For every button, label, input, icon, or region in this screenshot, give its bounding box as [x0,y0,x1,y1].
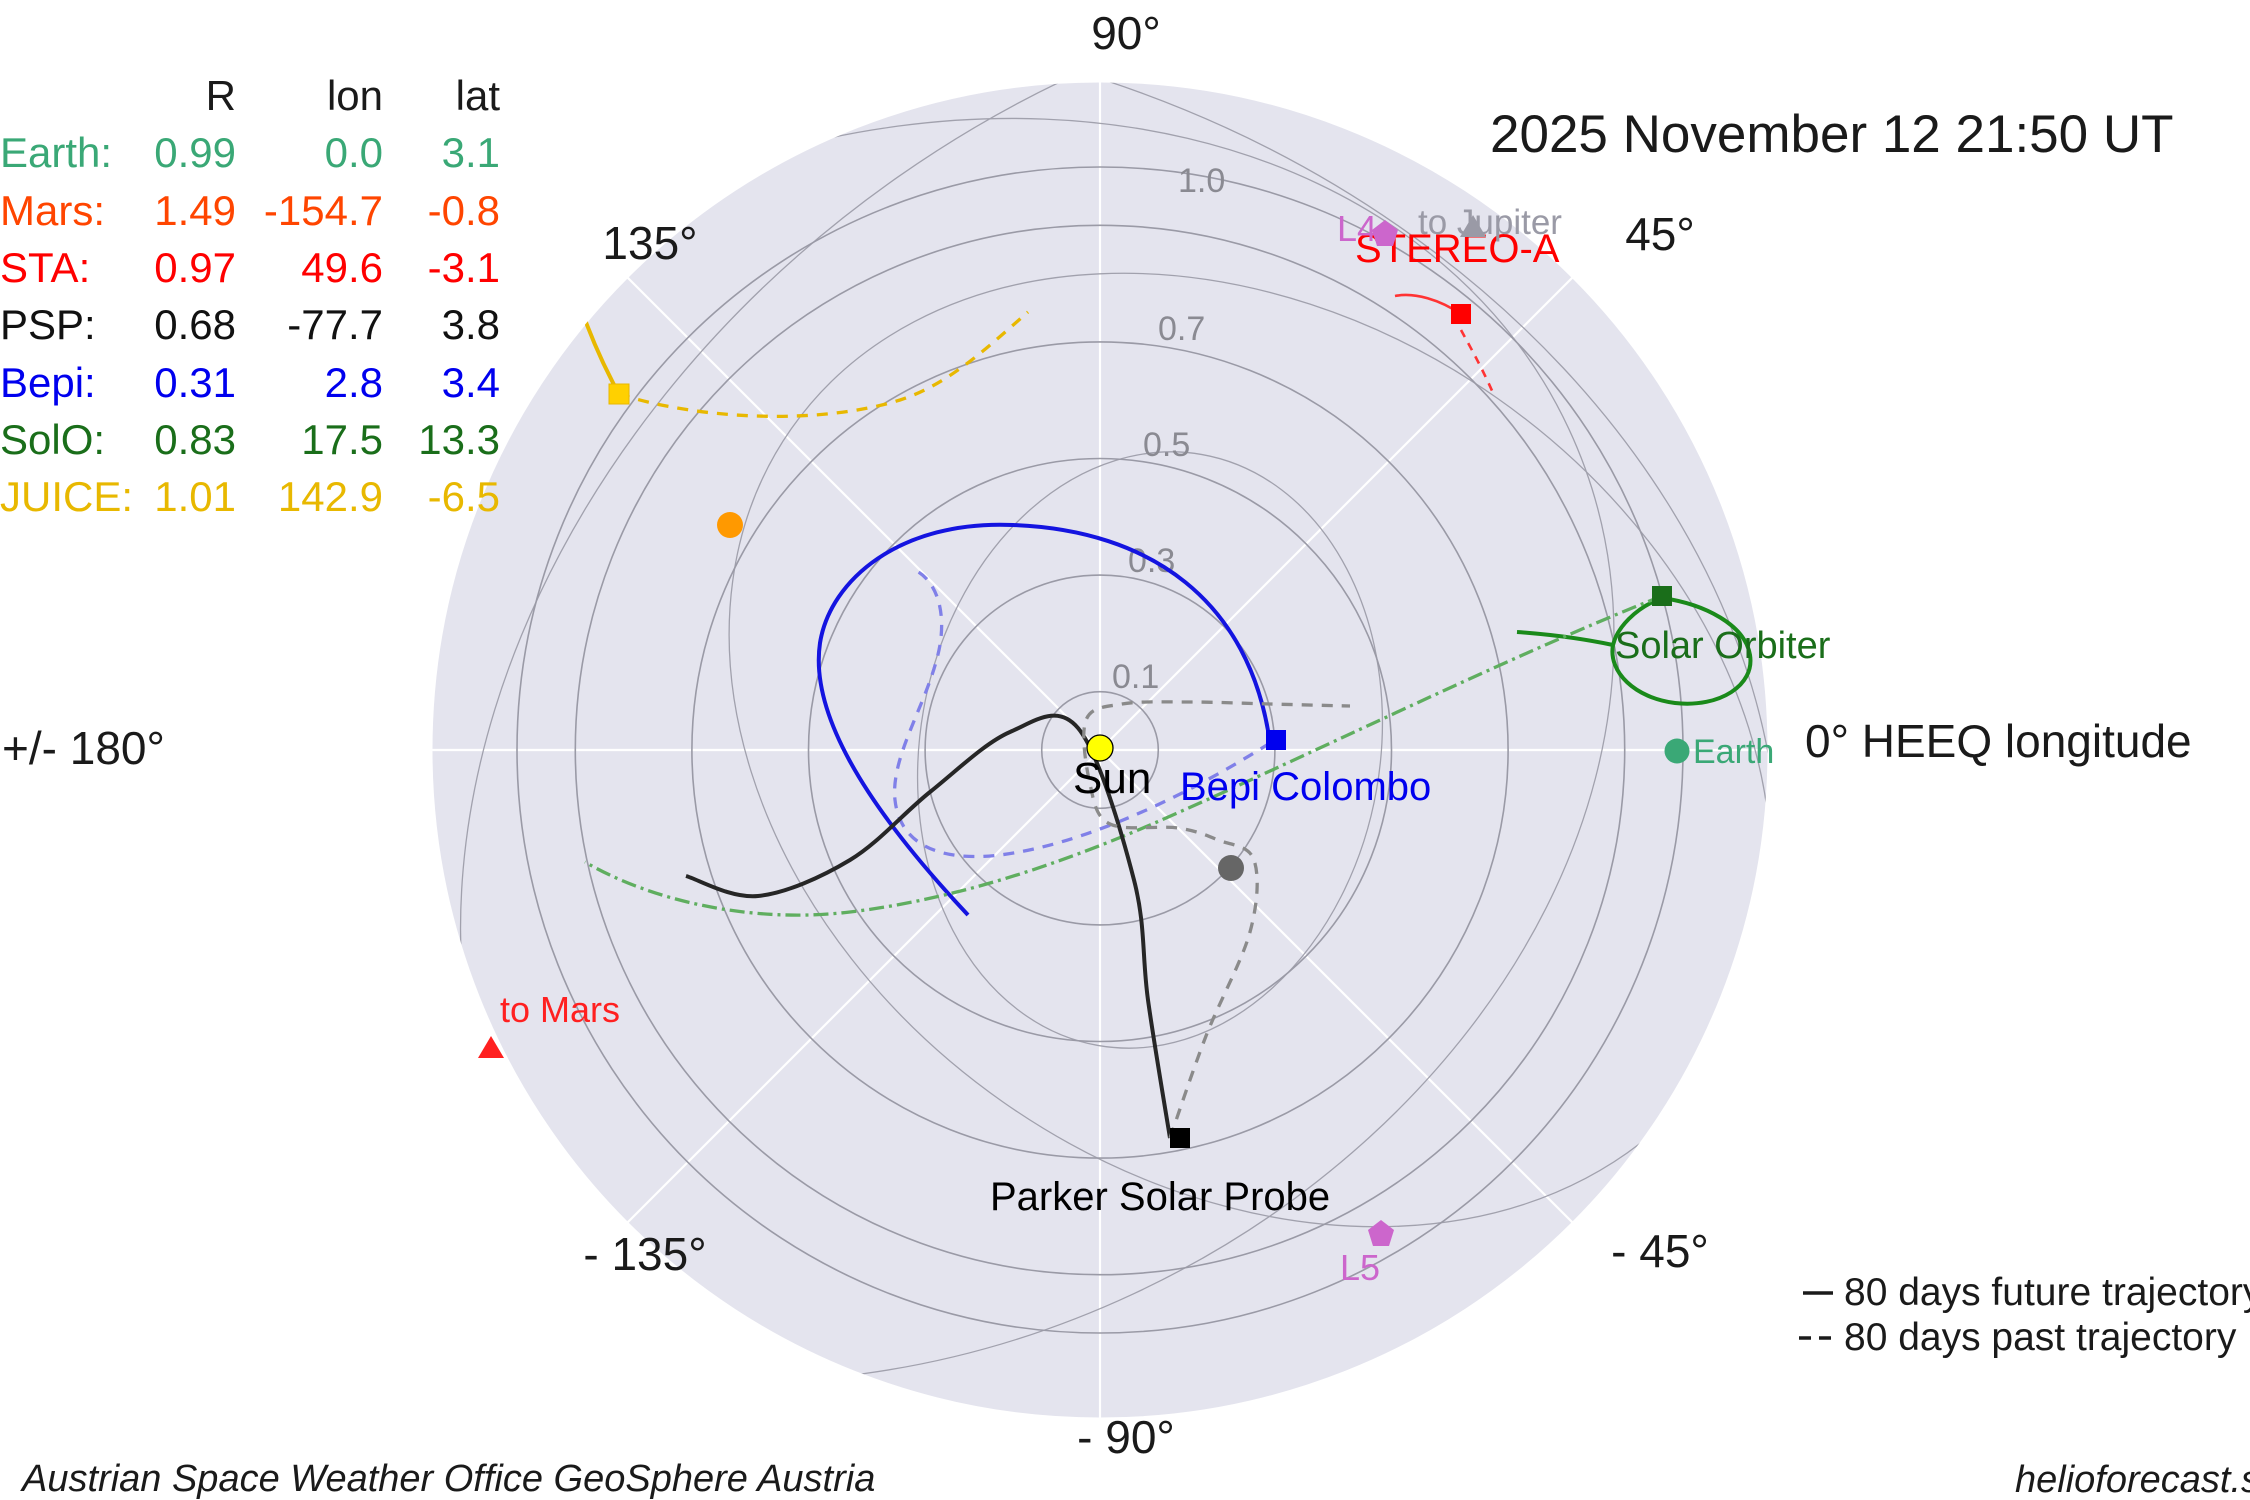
svg-text:49.6: 49.6 [301,244,383,291]
svg-text:3.1: 3.1 [442,129,500,176]
svg-text:-77.7: -77.7 [287,301,383,348]
svg-text:Bepi Colombo: Bepi Colombo [1180,765,1431,809]
svg-text:1.49: 1.49 [154,187,236,234]
svg-text:- 90°: - 90° [1077,1411,1175,1463]
svg-text:Earth: Earth [1693,733,1774,771]
svg-text:45°: 45° [1625,208,1695,260]
svg-text:17.5: 17.5 [301,416,383,463]
svg-text:0.1: 0.1 [1112,658,1159,696]
svg-text:-0.8: -0.8 [428,187,500,234]
svg-text:JUICE:: JUICE: [0,473,133,520]
svg-text:0.83: 0.83 [154,416,236,463]
svg-text:90°: 90° [1091,7,1161,59]
svg-text:-6.5: -6.5 [428,473,500,520]
svg-text:3.8: 3.8 [442,301,500,348]
svg-text:Earth:: Earth: [0,129,112,176]
svg-text:80 days future trajectory: 80 days future trajectory [1844,1271,2250,1314]
svg-text:0.99: 0.99 [154,129,236,176]
svg-text:0.0: 0.0 [325,129,383,176]
svg-text:PSP:: PSP: [0,301,96,348]
svg-text:STA:: STA: [0,244,90,291]
svg-text:3.4: 3.4 [442,359,500,406]
svg-text:SolO:: SolO: [0,416,105,463]
svg-text:2.8: 2.8 [325,359,383,406]
svg-text:Solar Orbiter: Solar Orbiter [1615,625,1831,667]
svg-text:-3.1: -3.1 [428,244,500,291]
svg-text:Parker Solar Probe: Parker Solar Probe [990,1175,1330,1219]
svg-text:135°: 135° [602,217,697,269]
svg-text:80 days past trajectory: 80 days past trajectory [1844,1316,2237,1359]
svg-text:0.68: 0.68 [154,301,236,348]
svg-text:helioforecast.space: helioforecast.space [2015,1459,2250,1500]
svg-text:Mars:: Mars: [0,187,105,234]
svg-text:1.0: 1.0 [1178,162,1225,200]
svg-text:2025 November 12 21:50 UT: 2025 November 12 21:50 UT [1490,105,2174,164]
svg-text:Sun: Sun [1073,754,1151,803]
svg-text:0.7: 0.7 [1158,310,1205,348]
svg-text:142.9: 142.9 [278,473,383,520]
svg-text:lon: lon [327,72,383,119]
svg-text:L4: L4 [1337,208,1377,249]
svg-text:- 135°: - 135° [583,1228,706,1280]
svg-text:0.97: 0.97 [154,244,236,291]
svg-text:0° HEEQ longitude: 0° HEEQ longitude [1805,715,2192,767]
svg-text:-154.7: -154.7 [264,187,383,234]
svg-text:+/- 180°: +/- 180° [2,722,165,774]
svg-text:to Mars: to Mars [500,989,620,1030]
svg-text:- 45°: - 45° [1611,1225,1709,1277]
svg-text:L5: L5 [1340,1247,1380,1288]
svg-text:13.3: 13.3 [418,416,500,463]
svg-text:Bepi:: Bepi: [0,359,96,406]
svg-text:0.5: 0.5 [1143,426,1190,464]
svg-text:to Jupiter: to Jupiter [1418,203,1562,242]
svg-text:1.01: 1.01 [154,473,236,520]
svg-text:R: R [206,72,236,119]
svg-text:0.31: 0.31 [154,359,236,406]
svg-text:lat: lat [456,72,501,119]
svg-text:Austrian Space Weather Office: Austrian Space Weather Office GeoSphere … [20,1458,875,1500]
